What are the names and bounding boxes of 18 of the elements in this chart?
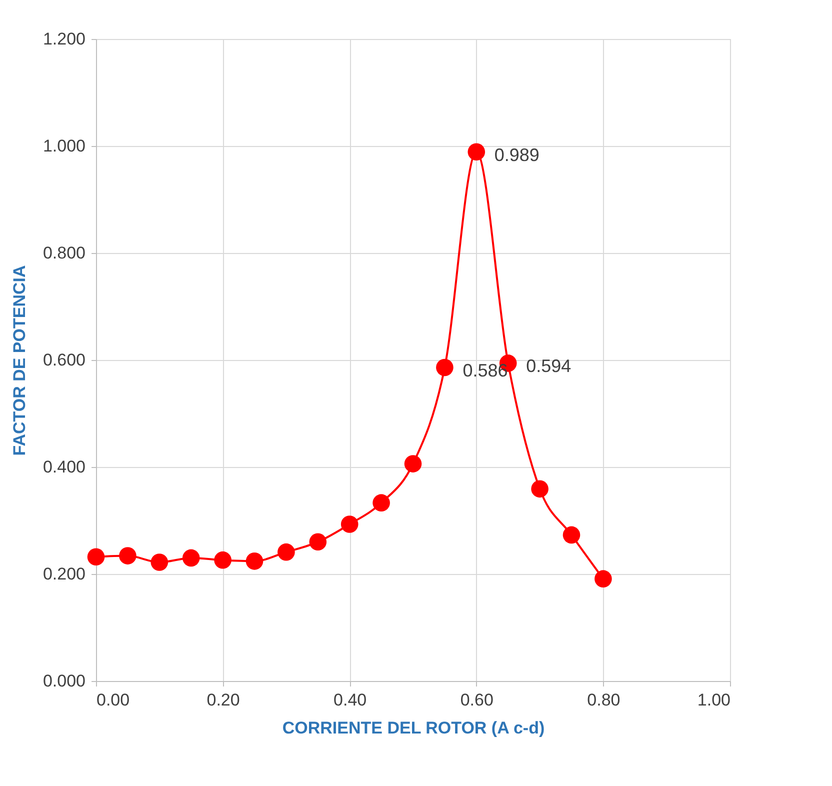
x-tick-label: 1.00 [697,690,730,710]
x-tick-label: 0.80 [587,690,620,710]
y-tick-label: 0.000 [42,672,86,690]
x-tick-label: 0.00 [96,690,130,710]
y-tick-label: 1.200 [42,30,86,48]
y-tick-label: 0.800 [42,244,86,262]
x-tick-label: 0.40 [334,690,367,710]
x-tick-label: 0.60 [460,690,494,710]
data-label: 0.586 [462,360,508,380]
x-axis-title: CORRIENTE DEL ROTOR (A c-d) [282,718,545,738]
y-tick-label: 0.200 [42,564,86,584]
data-label: 0.989 [494,144,540,165]
data-label: 0.594 [526,356,572,376]
y-tick-label: 0.400 [42,458,86,476]
y-tick-label: 1.000 [42,136,86,156]
x-tick-label: 0.20 [206,690,240,710]
y-tick-label: 0.600 [42,350,86,370]
y-axis-title: FACTOR DE POTENCIA [10,265,29,456]
